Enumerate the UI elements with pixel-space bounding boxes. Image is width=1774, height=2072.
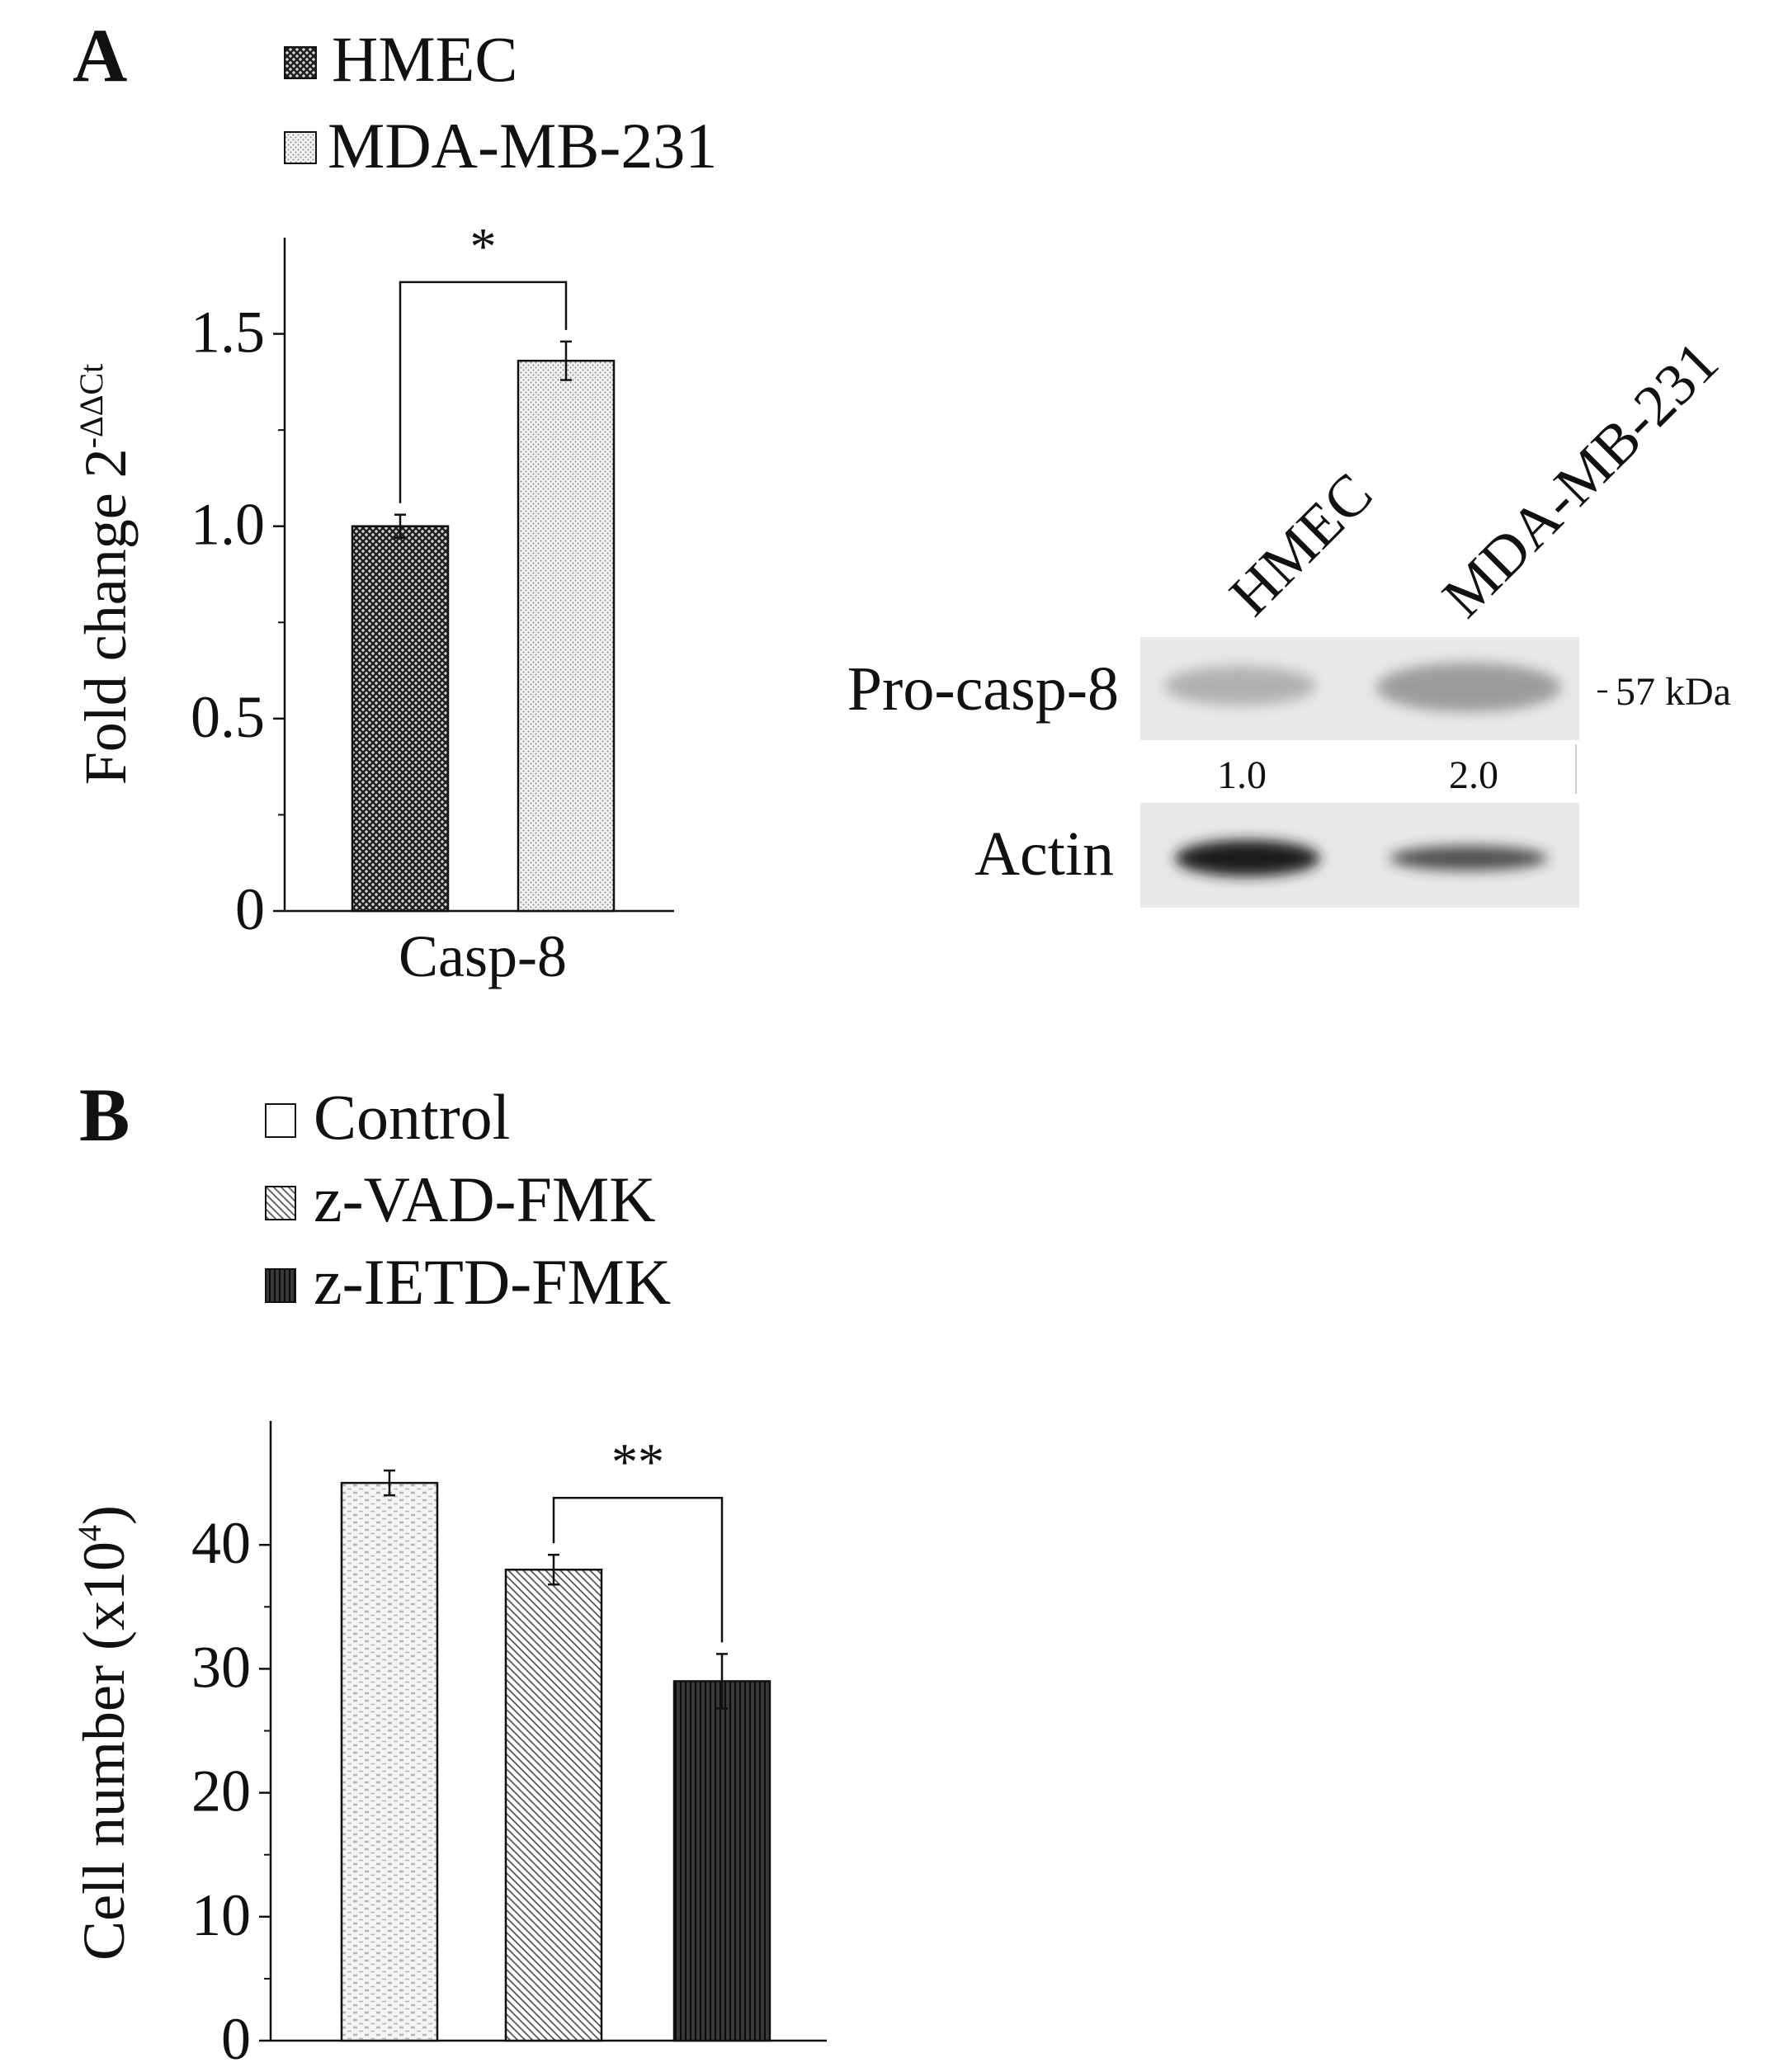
panel-b-legend: Control z-VAD-FMK z-IETD-FMK — [265, 1081, 671, 1318]
panel-a-letter: A — [73, 13, 127, 97]
legend-label: z-IETD-FMK — [314, 1246, 671, 1318]
blot-quant-mda: 2.0 — [1449, 753, 1498, 797]
blot-band — [1376, 663, 1561, 712]
chart-b: 0 10 20 30 40 ** Cell number (x104) — [71, 1421, 827, 2072]
western-blot: HMEC MDA-MB-231 Pro-casp-8 1.0 2.0 Actin… — [847, 328, 1731, 908]
blot-row-label-pro-casp-8: Pro-casp-8 — [847, 654, 1119, 724]
blot-quant-hmec: 1.0 — [1217, 753, 1267, 797]
y-tick-label: 0 — [221, 2006, 251, 2072]
chart-b-y-label: Cell number (x104) — [71, 1505, 137, 1961]
chart-a-y-ticks: 0 0.5 1.0 1.5 — [191, 300, 285, 942]
y-tick-label: 40 — [191, 1510, 251, 1576]
bar-3 — [672, 1680, 771, 2042]
legend-item-zvad: z-VAD-FMK — [265, 1163, 656, 1235]
bar-1 — [340, 1481, 439, 2042]
chart-b-significance: ** — [552, 1432, 724, 1643]
significance-label: ** — [611, 1432, 664, 1491]
bar-2 — [504, 1568, 603, 2042]
chart-a-y-label-main: Fold change 2 — [73, 448, 139, 785]
chart-a-x-label: Casp-8 — [399, 923, 567, 989]
legend-swatch — [265, 1186, 296, 1220]
y-tick-label: 20 — [191, 1758, 251, 1824]
legend-swatch — [284, 46, 317, 79]
legend-swatch — [265, 1103, 296, 1138]
blot-row-label-actin: Actin — [974, 819, 1114, 889]
y-tick-label: 0.5 — [191, 684, 265, 750]
legend-label: Control — [314, 1081, 510, 1153]
legend-item-zietd: z-IETD-FMK — [265, 1246, 671, 1318]
chart-b-bars — [340, 1469, 771, 2042]
blot-lane-label-mda: MDA-MB-231 — [1430, 328, 1731, 630]
y-tick-label: 30 — [191, 1634, 251, 1700]
chart-a-significance: * — [399, 217, 568, 503]
legend-swatch — [265, 1268, 296, 1303]
legend-label: MDA-MB-231 — [328, 110, 717, 182]
legend-item-hmec: HMEC — [284, 23, 517, 95]
panel-a-legend: HMEC MDA-MB-231 — [284, 23, 717, 182]
chart-b-y-label-main: Cell number (x10 — [71, 1541, 137, 1961]
chart-a: 0 0.5 1.0 1.5 * Casp-8 Fold change 2-ΔΔCt — [73, 217, 674, 989]
legend-swatch — [284, 131, 317, 164]
y-tick-label: 1.5 — [191, 300, 265, 366]
blot-strip-pro-casp-8 — [1140, 637, 1579, 740]
bar-1 — [351, 525, 450, 913]
legend-item-mda: MDA-MB-231 — [284, 110, 717, 182]
chart-a-y-label: Fold change 2-ΔΔCt — [73, 364, 139, 785]
panel-b-letter: B — [79, 1073, 130, 1157]
blot-band — [1164, 666, 1316, 706]
blot-quant-box — [1140, 740, 1579, 798]
bar-2 — [517, 359, 616, 913]
y-tick-label: 10 — [191, 1882, 251, 1948]
significance-bracket — [399, 281, 568, 503]
blot-band — [1175, 840, 1320, 876]
chart-b-y-label-sup: 4 — [71, 1525, 108, 1541]
significance-label: * — [470, 217, 497, 276]
chart-b-y-label-end: ) — [71, 1505, 137, 1525]
chart-a-bars — [351, 340, 616, 913]
chart-b-y-ticks: 0 10 20 30 40 — [191, 1510, 271, 2072]
blot-marker-label: 57 kDa — [1616, 670, 1731, 714]
chart-a-y-label-sup: -ΔΔCt — [73, 364, 110, 449]
legend-label: HMEC — [332, 23, 517, 95]
blot-band — [1389, 846, 1548, 871]
y-tick-label: 0 — [235, 876, 265, 942]
significance-bracket — [552, 1496, 724, 1643]
blot-lane-label-hmec: HMEC — [1217, 460, 1385, 629]
blot-strip-actin — [1140, 803, 1579, 908]
legend-label: z-VAD-FMK — [314, 1163, 656, 1235]
legend-item-control: Control — [265, 1081, 510, 1153]
y-tick-label: 1.0 — [191, 492, 265, 558]
